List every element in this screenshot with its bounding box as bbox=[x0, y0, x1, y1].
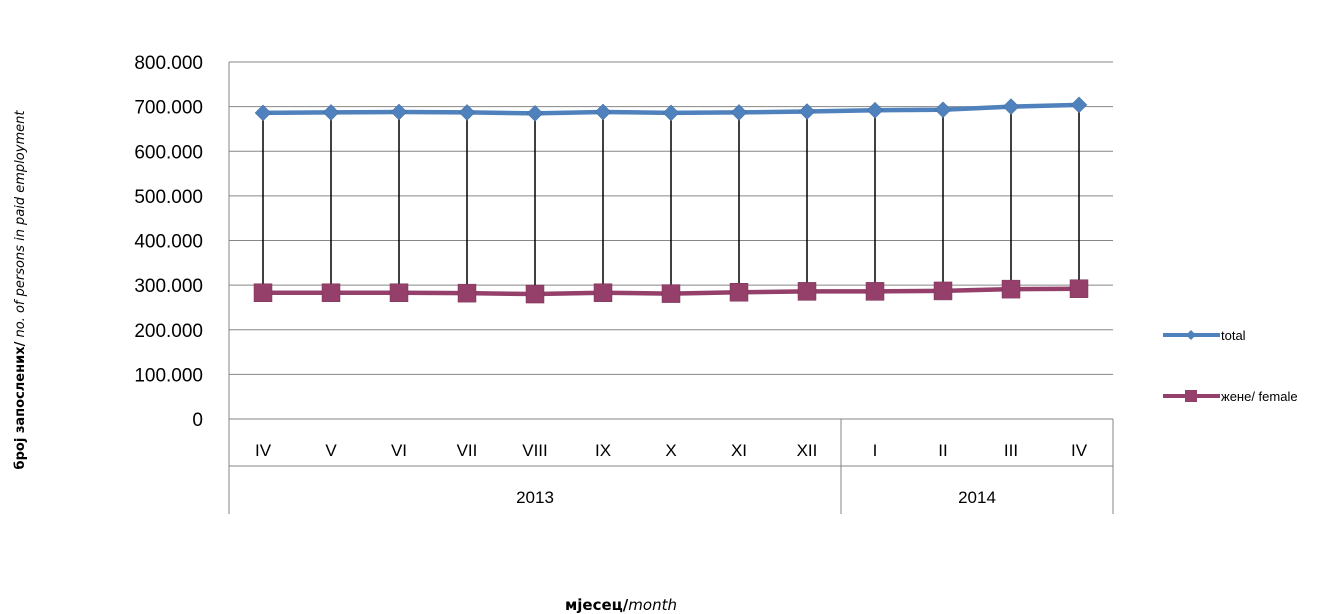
series-total bbox=[254, 96, 1088, 122]
x-tick-label: VI bbox=[391, 441, 407, 460]
axes bbox=[228, 62, 1114, 514]
data-point bbox=[865, 282, 885, 301]
data-point bbox=[525, 284, 545, 304]
x-group-label: 2013 bbox=[516, 488, 554, 507]
drop-lines bbox=[262, 104, 1080, 295]
data-point bbox=[526, 104, 544, 122]
legend-label: total bbox=[1221, 328, 1246, 343]
legend-marker bbox=[1186, 330, 1196, 340]
x-axis-label-bold: мјесец/ bbox=[565, 596, 629, 614]
legend-marker bbox=[1185, 390, 1197, 402]
y-tick-label: 100.000 bbox=[134, 365, 203, 386]
legend-label: жене/ female bbox=[1221, 389, 1298, 404]
x-tick-label: XII bbox=[797, 441, 818, 460]
data-point bbox=[730, 104, 748, 121]
x-tick-label: V bbox=[325, 441, 337, 460]
data-point bbox=[1070, 96, 1088, 114]
data-point bbox=[254, 104, 272, 122]
x-tick-label: VII bbox=[457, 441, 478, 460]
data-point bbox=[594, 103, 612, 121]
data-point bbox=[934, 101, 952, 119]
y-tick-label: 600.000 bbox=[134, 142, 203, 163]
legend: total жене/ female bbox=[1163, 328, 1298, 404]
y-axis-ticks: 0 100.000 200.000 300.000 400.000 500.000 600.… bbox=[134, 53, 203, 431]
data-point bbox=[1001, 279, 1021, 299]
y-tick-label: 500.000 bbox=[134, 187, 203, 208]
legend-item: total bbox=[1163, 328, 1246, 343]
data-point bbox=[797, 282, 817, 301]
x-tick-label: I bbox=[873, 441, 878, 460]
data-point bbox=[458, 104, 476, 121]
data-point bbox=[866, 101, 884, 119]
y-tick-label: 300.000 bbox=[134, 276, 203, 297]
y-axis-label: број запослених/ no. of persons in paid … bbox=[13, 110, 28, 470]
x-group-label: 2014 bbox=[958, 488, 996, 507]
data-point bbox=[253, 283, 273, 302]
data-point bbox=[321, 283, 341, 302]
series-group bbox=[253, 96, 1089, 304]
x-tick-label: X bbox=[665, 441, 676, 460]
data-point bbox=[457, 283, 477, 303]
x-tick-label: VIII bbox=[522, 441, 548, 460]
y-tick-label: 400.000 bbox=[134, 232, 203, 253]
y-tick-label: 800.000 bbox=[134, 53, 203, 74]
data-point bbox=[389, 283, 409, 302]
y-axis-label-bold: број запослених/ bbox=[13, 341, 28, 469]
data-point bbox=[593, 283, 613, 302]
data-point bbox=[322, 104, 340, 121]
y-tick-label: 200.000 bbox=[134, 321, 203, 342]
y-axis-label-italic: no. of persons in paid employment bbox=[13, 110, 28, 342]
data-point bbox=[390, 103, 408, 121]
x-tick-label: II bbox=[938, 441, 947, 460]
x-axis-label: мјесец/month bbox=[565, 596, 677, 614]
data-point bbox=[729, 283, 749, 302]
legend-item: жене/ female bbox=[1163, 389, 1298, 404]
x-tick-label: IV bbox=[1071, 441, 1088, 460]
y-tick-label: 0 bbox=[192, 410, 203, 431]
x-tick-label: XI bbox=[731, 441, 747, 460]
data-point bbox=[662, 104, 680, 122]
x-tick-label: IV bbox=[255, 441, 272, 460]
data-point bbox=[661, 284, 681, 303]
y-tick-label: 700.000 bbox=[134, 98, 203, 119]
x-tick-label: IX bbox=[595, 441, 611, 460]
series-female bbox=[253, 279, 1089, 304]
x-axis-label-italic: month bbox=[628, 596, 677, 614]
data-point bbox=[933, 281, 953, 301]
x-tick-label: III bbox=[1004, 441, 1018, 460]
data-point bbox=[1069, 279, 1089, 298]
data-point bbox=[798, 103, 816, 120]
data-point bbox=[1002, 98, 1020, 115]
